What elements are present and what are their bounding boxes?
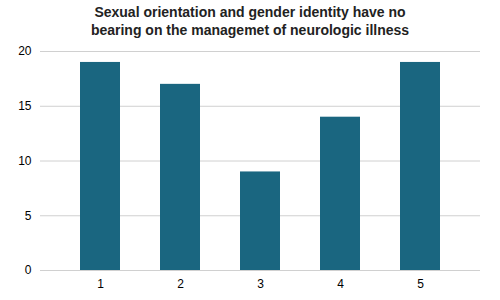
svg-text:3: 3 [257,277,264,291]
svg-text:1: 1 [97,277,104,291]
svg-text:0: 0 [25,263,32,277]
svg-text:20: 20 [18,44,32,58]
svg-text:5: 5 [25,209,32,223]
svg-text:2: 2 [177,277,184,291]
svg-text:10: 10 [18,154,32,168]
svg-text:5: 5 [417,277,424,291]
svg-text:15: 15 [18,99,32,113]
html-text:Sexual orientation and gender: Sexual orientation and gender identity h… [90,4,410,38]
svg-text:4: 4 [337,277,344,291]
